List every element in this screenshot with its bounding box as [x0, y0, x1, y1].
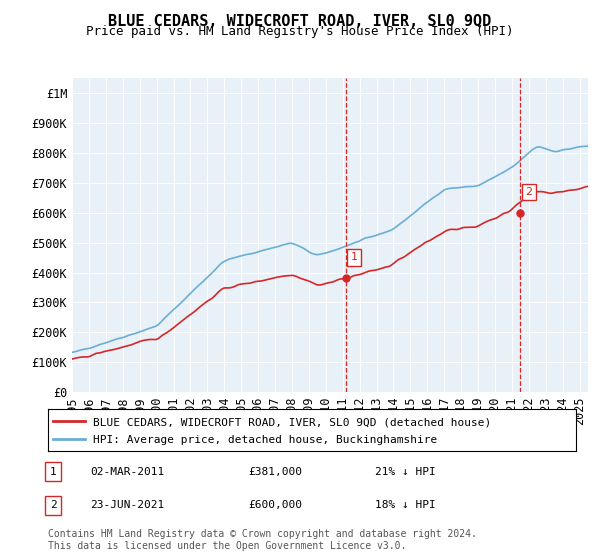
Text: Contains HM Land Registry data © Crown copyright and database right 2024.
This d: Contains HM Land Registry data © Crown c…: [48, 529, 477, 551]
Text: BLUE CEDARS, WIDECROFT ROAD, IVER, SL0 9QD (detached house): BLUE CEDARS, WIDECROFT ROAD, IVER, SL0 9…: [93, 417, 491, 427]
Text: HPI: Average price, detached house, Buckinghamshire: HPI: Average price, detached house, Buck…: [93, 435, 437, 445]
Text: 1: 1: [50, 467, 56, 477]
Text: £600,000: £600,000: [248, 501, 302, 510]
Text: 02-MAR-2011: 02-MAR-2011: [90, 467, 164, 477]
Text: 18% ↓ HPI: 18% ↓ HPI: [376, 501, 436, 510]
Text: 2: 2: [525, 187, 532, 197]
Text: £381,000: £381,000: [248, 467, 302, 477]
Text: BLUE CEDARS, WIDECROFT ROAD, IVER, SL0 9QD: BLUE CEDARS, WIDECROFT ROAD, IVER, SL0 9…: [109, 14, 491, 29]
Text: 23-JUN-2021: 23-JUN-2021: [90, 501, 164, 510]
Text: Price paid vs. HM Land Registry's House Price Index (HPI): Price paid vs. HM Land Registry's House …: [86, 25, 514, 38]
Text: 1: 1: [350, 253, 358, 262]
Text: 2: 2: [50, 501, 56, 510]
Text: 21% ↓ HPI: 21% ↓ HPI: [376, 467, 436, 477]
